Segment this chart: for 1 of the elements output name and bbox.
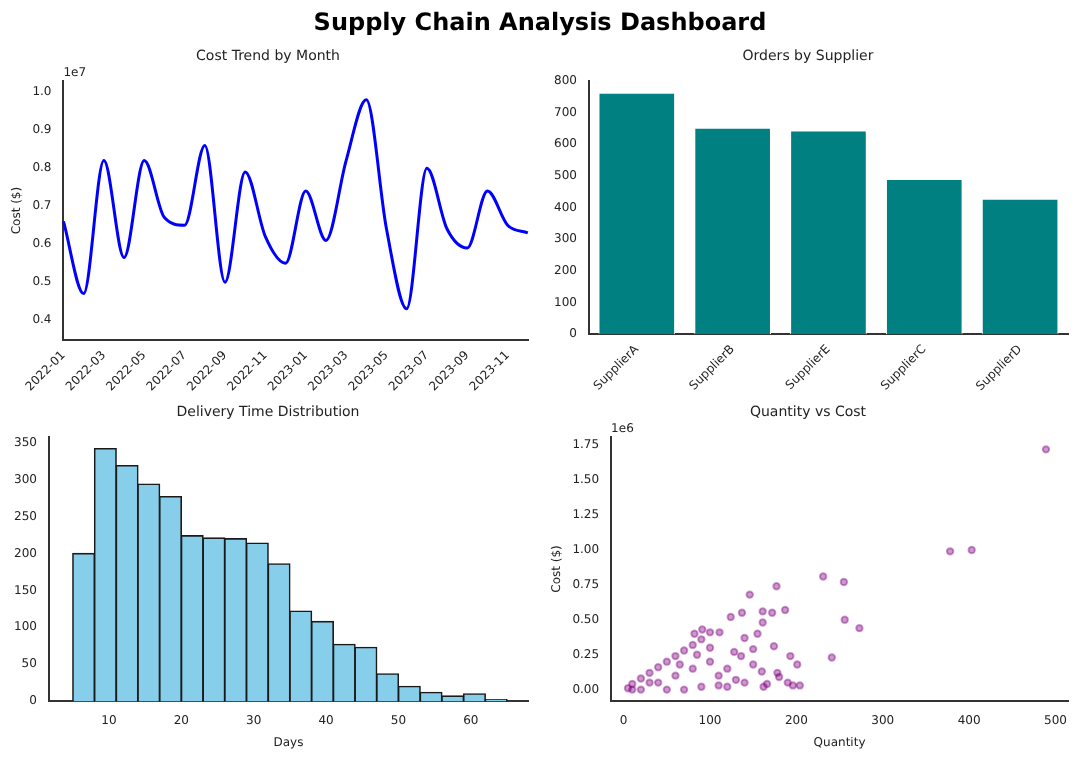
text: Supply Chain Analysis Dashboard xyxy=(311,6,769,40)
